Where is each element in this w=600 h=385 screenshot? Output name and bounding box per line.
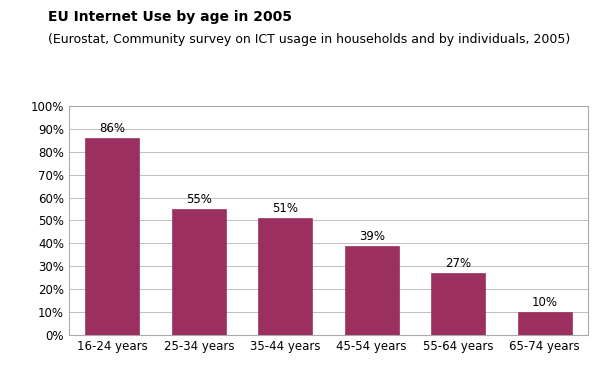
- Bar: [518, 312, 572, 335]
- Text: EU Internet Use by age in 2005: EU Internet Use by age in 2005: [48, 10, 292, 23]
- Text: 51%: 51%: [272, 203, 298, 215]
- Text: 86%: 86%: [99, 122, 125, 135]
- Bar: [85, 138, 139, 335]
- Bar: [431, 273, 485, 335]
- Text: 27%: 27%: [445, 257, 472, 270]
- Bar: [345, 246, 398, 335]
- Text: 55%: 55%: [186, 193, 212, 206]
- Text: (Eurostat, Community survey on ICT usage in households and by individuals, 2005): (Eurostat, Community survey on ICT usage…: [48, 33, 570, 46]
- Bar: [259, 218, 312, 335]
- Bar: [172, 209, 226, 335]
- Text: 10%: 10%: [532, 296, 558, 309]
- Text: 39%: 39%: [359, 230, 385, 243]
